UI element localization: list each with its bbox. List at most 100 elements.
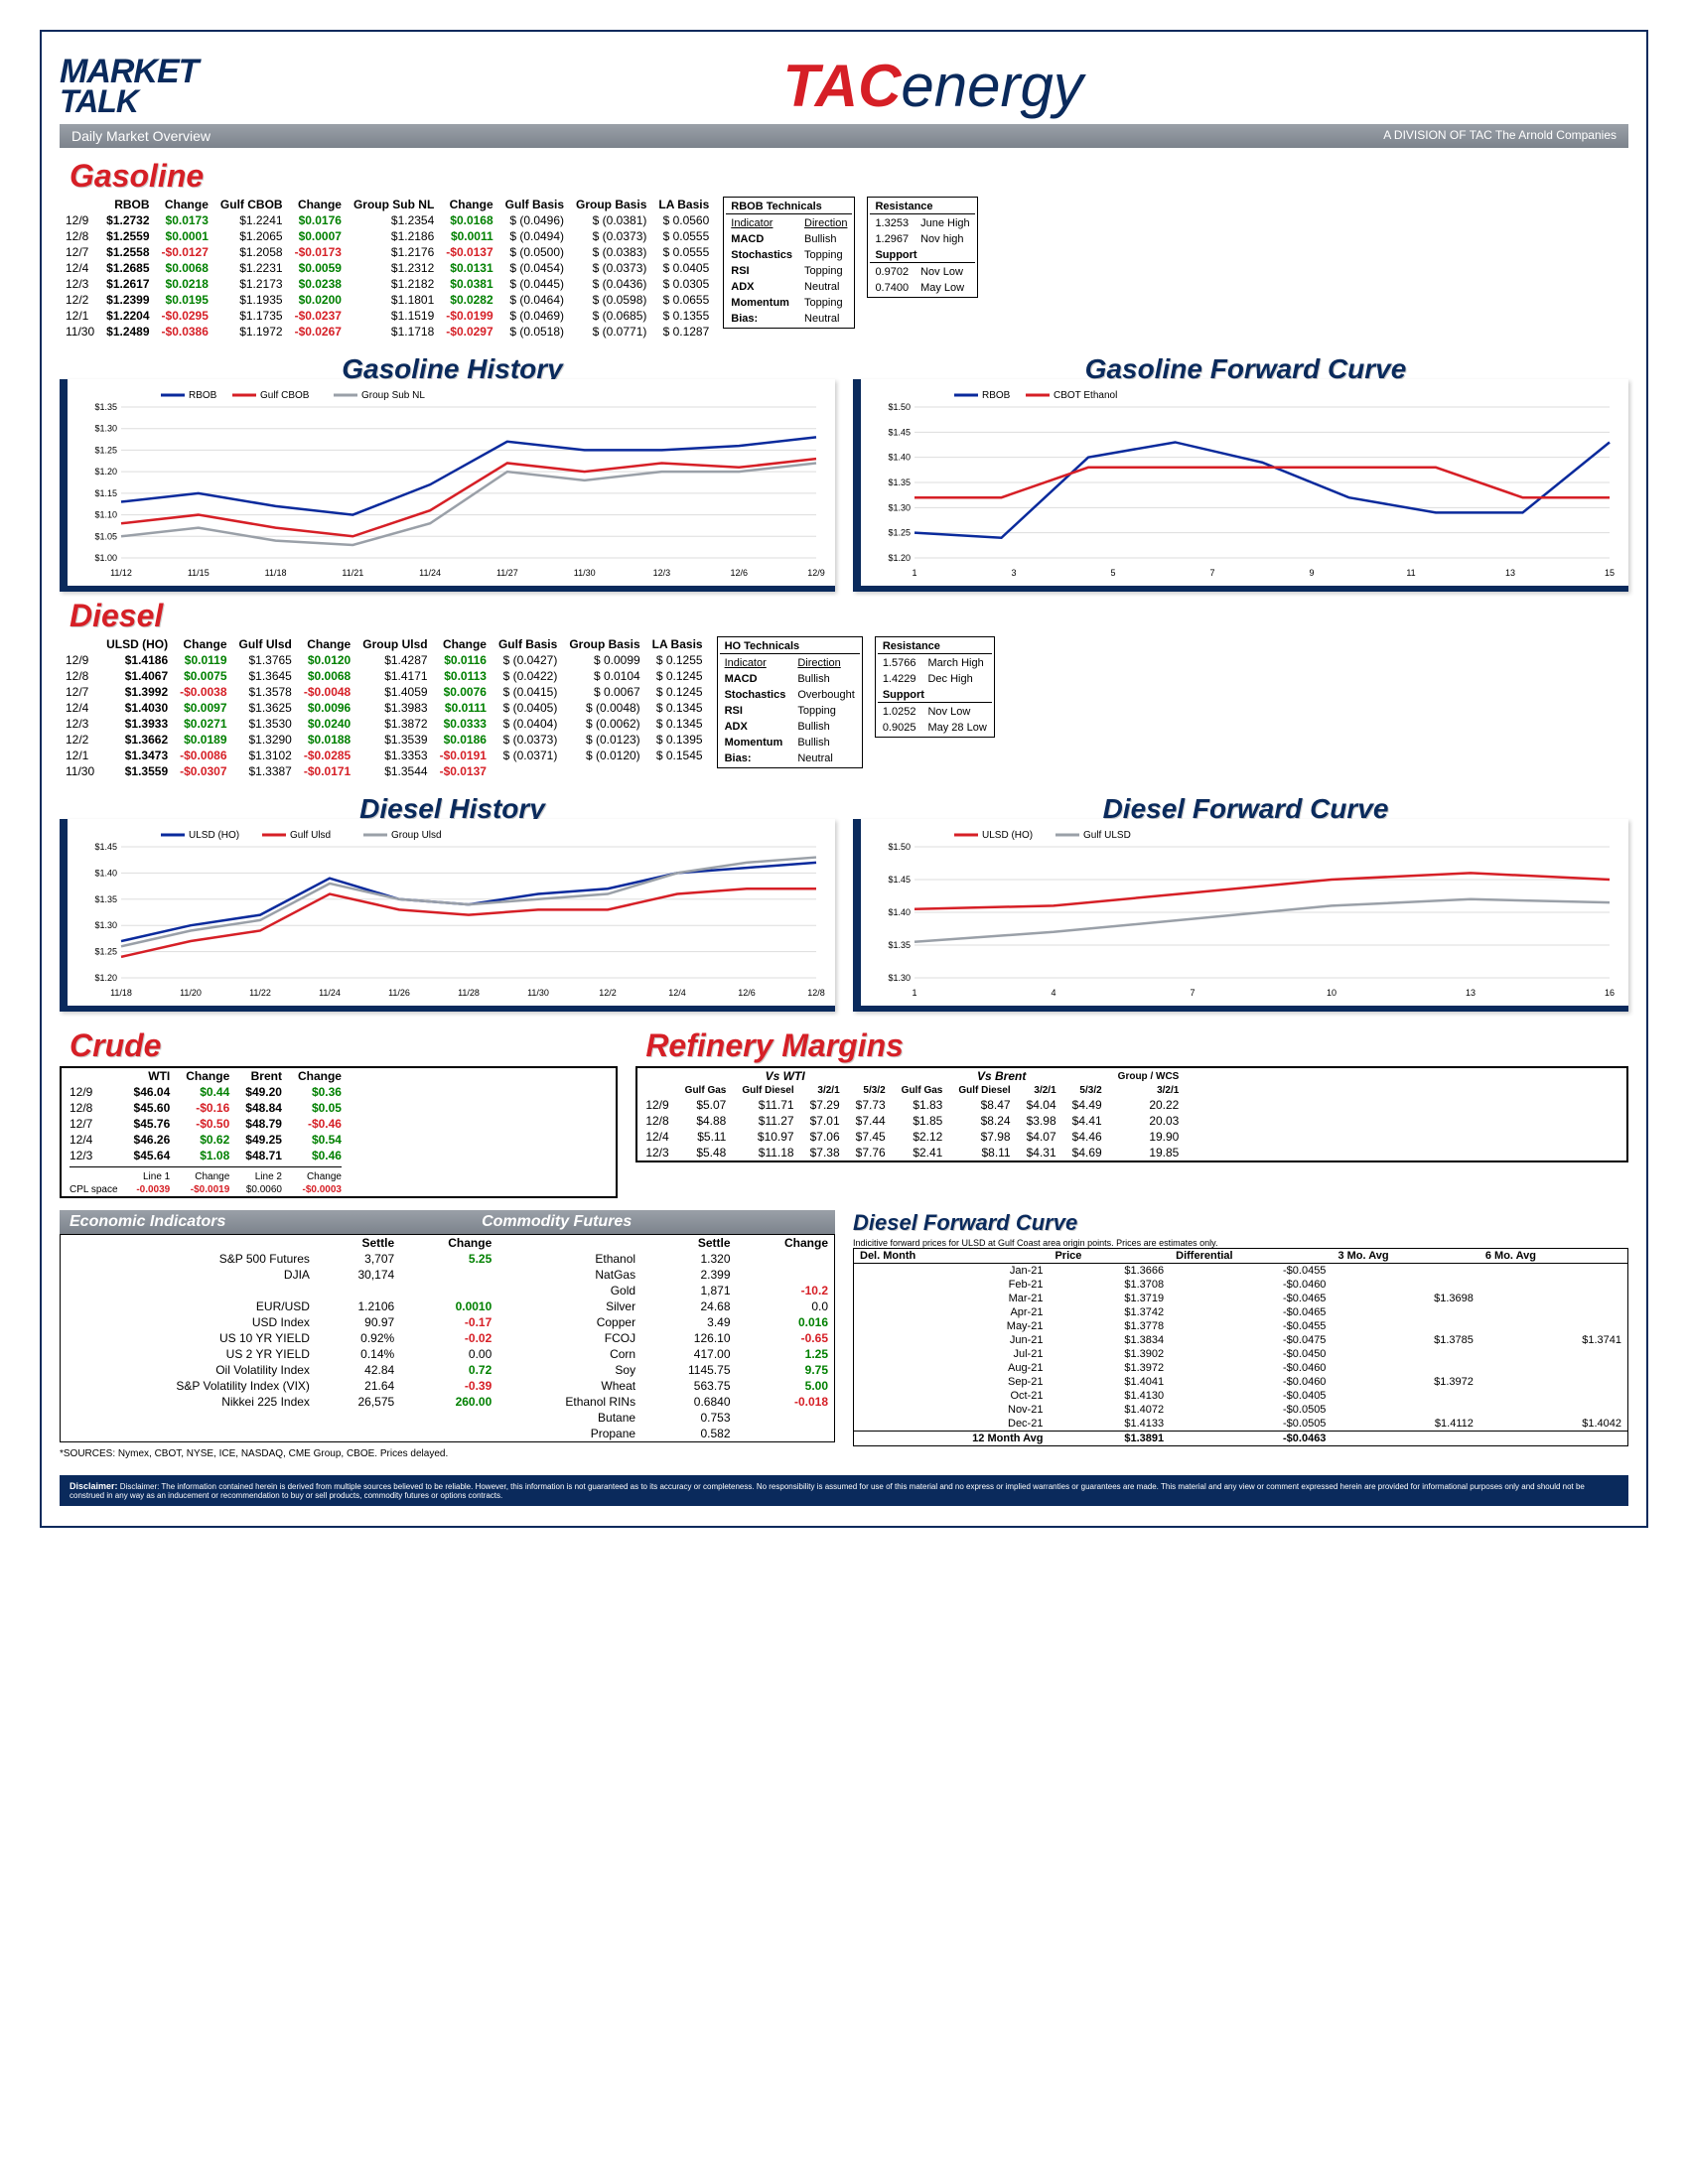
dfc-title: Diesel Forward Curve [853,1210,1628,1236]
svg-text:15: 15 [1605,568,1615,578]
svg-text:Gulf Ulsd: Gulf Ulsd [290,830,331,841]
disclaimer: Disclaimer: Disclaimer: The information … [60,1475,1628,1506]
dsl-history-chart: $1.20 $1.25 $1.30 $1.35 $1.40 $1.45 11/18 11/20… [60,819,835,1012]
svg-text:$1.25: $1.25 [888,528,911,538]
dfc-table: Del. MonthPriceDifferential3 Mo. Avg6 Mo… [853,1248,1628,1446]
svg-text:Gulf ULSD: Gulf ULSD [1083,830,1131,841]
dfc-note: Indicitive forward prices for ULSD at Gu… [853,1238,1628,1248]
svg-text:$1.30: $1.30 [94,920,117,930]
svg-text:5: 5 [1110,568,1115,578]
svg-text:11/20: 11/20 [180,988,202,998]
sources: *SOURCES: Nymex, CBOT, NYSE, ICE, NASDAQ… [60,1448,835,1459]
tac-blue: energy [901,53,1082,119]
crude-box: WTIChangeBrentChange12/9$46.04$0.44$49.2… [60,1066,618,1198]
gas-history-chart: $1.00 $1.05 $1.10 $1.15 $1.20 $1.25 $1.30 $1.35… [60,379,835,592]
svg-text:1: 1 [912,568,916,578]
svg-text:$1.25: $1.25 [94,445,117,455]
svg-text:$1.35: $1.35 [888,478,911,487]
svg-text:$1.45: $1.45 [94,842,117,852]
diesel-row: ULSD (HO)ChangeGulf UlsdChangeGroup Ulsd… [60,636,1628,779]
svg-text:$1.45: $1.45 [888,875,911,885]
svg-text:11/15: 11/15 [188,568,210,578]
svg-text:$1.00: $1.00 [94,553,117,563]
svg-text:11: 11 [1406,568,1415,578]
gasoline-title: Gasoline [70,158,1628,195]
page: MARKET TALK TACenergy Daily Market Overv… [40,30,1648,1528]
svg-text:$1.20: $1.20 [94,467,117,477]
svg-text:12/4: 12/4 [668,988,686,998]
svg-text:$1.50: $1.50 [888,842,911,852]
svg-text:12/3: 12/3 [653,568,671,578]
gasoline-row: RBOBChangeGulf CBOBChangeGroup Sub NLCha… [60,197,1628,340]
svg-text:11/21: 11/21 [342,568,363,578]
svg-text:11/12: 11/12 [110,568,132,578]
svg-text:Gulf CBOB: Gulf CBOB [260,390,310,401]
header: MARKET TALK TACenergy [60,52,1628,120]
svg-text:7: 7 [1209,568,1214,578]
svg-text:11/22: 11/22 [249,988,271,998]
svg-text:Group Ulsd: Group Ulsd [391,830,442,841]
svg-text:$1.35: $1.35 [94,402,117,412]
svg-text:11/18: 11/18 [110,988,132,998]
econ-table: SettleChangeSettleChangeS&P 500 Futures3… [60,1234,835,1442]
tac-logo: TACenergy [237,52,1628,120]
svg-text:11/28: 11/28 [458,988,480,998]
svg-text:$1.05: $1.05 [94,531,117,541]
svg-text:$1.40: $1.40 [888,907,911,917]
svg-text:16: 16 [1605,988,1615,998]
svg-text:1: 1 [912,988,916,998]
svg-text:ULSD (HO): ULSD (HO) [982,830,1033,841]
svg-text:10: 10 [1327,988,1336,998]
svg-text:$1.25: $1.25 [94,947,117,957]
svg-text:$1.50: $1.50 [888,402,911,412]
svg-text:11/30: 11/30 [527,988,549,998]
svg-text:13: 13 [1466,988,1476,998]
svg-text:$1.30: $1.30 [888,973,911,983]
svg-text:CBOT Ethanol: CBOT Ethanol [1054,390,1117,401]
refinery-title: Refinery Margins [645,1027,1628,1064]
gasoline-resistance: Resistance1.3253June High1.2967Nov highS… [867,197,977,298]
svg-text:12/9: 12/9 [807,568,825,578]
svg-text:$1.40: $1.40 [888,453,911,463]
svg-text:11/30: 11/30 [574,568,596,578]
svg-text:$1.30: $1.30 [94,424,117,434]
svg-text:11/26: 11/26 [388,988,410,998]
comm-hdr: Commodity Futures [482,1213,825,1231]
gasoline-table: RBOBChangeGulf CBOBChangeGroup Sub NLCha… [60,197,715,340]
svg-text:$1.10: $1.10 [94,510,117,520]
refinery-box: Vs WTIVs BrentGroup / WCSGulf GasGulf Di… [635,1066,1628,1162]
svg-text:7: 7 [1190,988,1195,998]
subhead-right: A DIVISION OF TAC The Arnold Companies [1383,128,1617,144]
svg-text:12/6: 12/6 [730,568,748,578]
svg-text:$1.15: $1.15 [94,488,117,498]
svg-text:11/27: 11/27 [496,568,518,578]
subhead-left: Daily Market Overview [71,128,211,144]
svg-text:ULSD (HO): ULSD (HO) [189,830,239,841]
svg-text:$1.35: $1.35 [888,940,911,950]
diesel-title: Diesel [70,598,1628,634]
market-talk-logo: MARKET TALK [60,53,198,120]
svg-text:13: 13 [1505,568,1515,578]
diesel-technicals: HO TechnicalsIndicatorDirectionMACDBulli… [717,636,863,768]
dsl-fwd-chart: $1.30$1.35$1.40$1.45$1.50147101316ULSD (… [853,819,1628,1012]
gasoline-technicals: RBOB TechnicalsIndicatorDirectionMACDBul… [723,197,855,329]
diesel-resistance: Resistance1.5766March High1.4229Dec High… [875,636,995,738]
svg-text:11/18: 11/18 [265,568,287,578]
svg-text:9: 9 [1309,568,1314,578]
svg-text:RBOB: RBOB [982,390,1011,401]
disclaimer-text: Disclaimer: The information contained he… [70,1482,1585,1500]
diesel-table: ULSD (HO)ChangeGulf UlsdChangeGroup Ulsd… [60,636,709,779]
svg-text:RBOB: RBOB [189,390,217,401]
gas-fwd-chart: $1.20 $1.25 $1.30 $1.35 $1.40 $1.45 $1.50 13 5 7 9… [853,379,1628,592]
svg-text:$1.20: $1.20 [94,973,117,983]
crude-title: Crude [70,1027,618,1064]
svg-text:11/24: 11/24 [319,988,341,998]
subhead-bar: Daily Market Overview A DIVISION OF TAC … [60,124,1628,148]
svg-text:$1.40: $1.40 [94,868,117,878]
svg-text:$1.20: $1.20 [888,553,911,563]
econ-commodity: Economic Indicators Commodity Futures Se… [60,1210,835,1459]
svg-text:$1.30: $1.30 [888,502,911,512]
svg-text:$1.45: $1.45 [888,427,911,437]
tac-red: TAC [783,53,902,119]
svg-text:$1.35: $1.35 [94,894,117,904]
